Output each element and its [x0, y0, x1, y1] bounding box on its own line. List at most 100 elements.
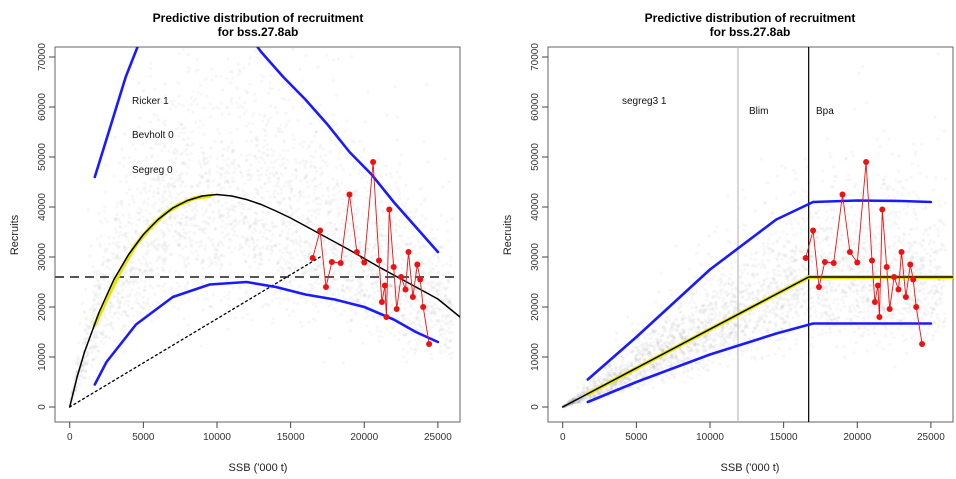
cloud-point	[422, 272, 426, 276]
cloud-point	[355, 189, 359, 193]
cloud-point	[151, 218, 155, 223]
cloud-point	[345, 278, 349, 282]
cloud-point	[753, 209, 757, 213]
cloud-point	[686, 334, 690, 338]
cloud-point	[84, 323, 88, 327]
cloud-point	[122, 164, 126, 168]
cloud-point	[161, 179, 165, 183]
cloud-point	[430, 266, 434, 270]
cloud-point	[99, 234, 103, 238]
cloud-point	[421, 282, 425, 286]
cloud-point	[356, 300, 360, 304]
cloud-point	[184, 236, 188, 240]
cloud-point	[269, 104, 273, 108]
cloud-point	[226, 293, 230, 297]
cloud-point	[887, 244, 891, 248]
cloud-point	[154, 142, 158, 146]
cloud-point	[115, 285, 119, 289]
cloud-point	[654, 330, 658, 334]
cloud-point	[235, 101, 239, 105]
cloud-point	[154, 169, 158, 173]
cloud-point	[372, 281, 376, 285]
cloud-point	[237, 203, 241, 208]
cloud-point	[935, 287, 939, 291]
cloud-point	[653, 365, 657, 369]
cloud-point	[388, 172, 392, 176]
cloud-point	[155, 245, 159, 249]
y-axis-label: Recruits	[9, 214, 21, 255]
cloud-point	[647, 381, 651, 385]
cloud-point	[211, 219, 215, 224]
cloud-point	[597, 374, 601, 378]
cloud-point	[627, 364, 632, 368]
cloud-point	[153, 275, 157, 279]
cloud-point	[620, 378, 624, 382]
cloud-point	[867, 234, 871, 238]
cloud-point	[198, 180, 202, 185]
cloud-point	[210, 242, 214, 246]
cloud-point	[350, 201, 354, 205]
cloud-point	[292, 240, 296, 244]
cloud-point	[111, 271, 116, 275]
cloud-point	[112, 294, 116, 298]
cloud-point	[415, 315, 419, 319]
cloud-point	[322, 237, 326, 241]
cloud-point	[775, 256, 779, 260]
cloud-point	[250, 237, 254, 241]
cloud-point	[93, 284, 97, 288]
cloud-point	[416, 283, 420, 287]
cloud-point	[83, 362, 87, 366]
cloud-point	[420, 262, 424, 266]
cloud-point	[245, 109, 249, 113]
cloud-point	[370, 254, 374, 258]
cloud-point	[304, 222, 308, 226]
cloud-point	[406, 283, 410, 287]
cloud-point	[260, 263, 264, 267]
cloud-point	[890, 312, 894, 316]
cloud-point	[855, 250, 859, 254]
cloud-point	[626, 376, 630, 380]
cloud-point	[282, 297, 286, 301]
cloud-point	[755, 272, 759, 276]
cloud-point	[82, 362, 86, 366]
cloud-point	[362, 293, 367, 297]
cloud-point	[325, 164, 329, 168]
cloud-point	[119, 225, 123, 229]
cloud-point	[687, 345, 691, 349]
cloud-point	[709, 283, 713, 287]
cloud-point	[170, 196, 174, 200]
cloud-point	[194, 200, 198, 204]
cloud-point	[298, 68, 302, 72]
cloud-point	[434, 289, 438, 293]
cloud-point	[115, 295, 119, 299]
cloud-point	[412, 266, 417, 270]
cloud-point	[610, 375, 614, 379]
cloud-point	[713, 316, 717, 320]
cloud-point	[329, 137, 333, 141]
observed-point	[317, 227, 324, 234]
cloud-point	[86, 352, 90, 356]
cloud-point	[317, 207, 322, 211]
cloud-point	[248, 82, 252, 86]
cloud-point	[132, 273, 136, 277]
cloud-point	[404, 292, 408, 296]
cloud-point	[195, 183, 199, 187]
cloud-point	[303, 265, 307, 269]
cloud-point	[423, 245, 427, 249]
cloud-point	[178, 233, 182, 237]
cloud-point	[703, 340, 707, 344]
cloud-point	[332, 292, 336, 296]
cloud-point	[325, 199, 329, 203]
observed-point	[402, 286, 409, 293]
cloud-point	[908, 248, 912, 252]
cloud-point	[249, 235, 253, 239]
cloud-point	[397, 188, 401, 193]
cloud-point	[418, 245, 422, 250]
cloud-point	[227, 209, 231, 213]
cloud-point	[214, 254, 218, 258]
cloud-point	[902, 237, 906, 241]
cloud-point	[156, 176, 161, 180]
cloud-point	[620, 357, 625, 361]
cloud-point	[703, 349, 707, 353]
cloud-point	[449, 338, 453, 342]
